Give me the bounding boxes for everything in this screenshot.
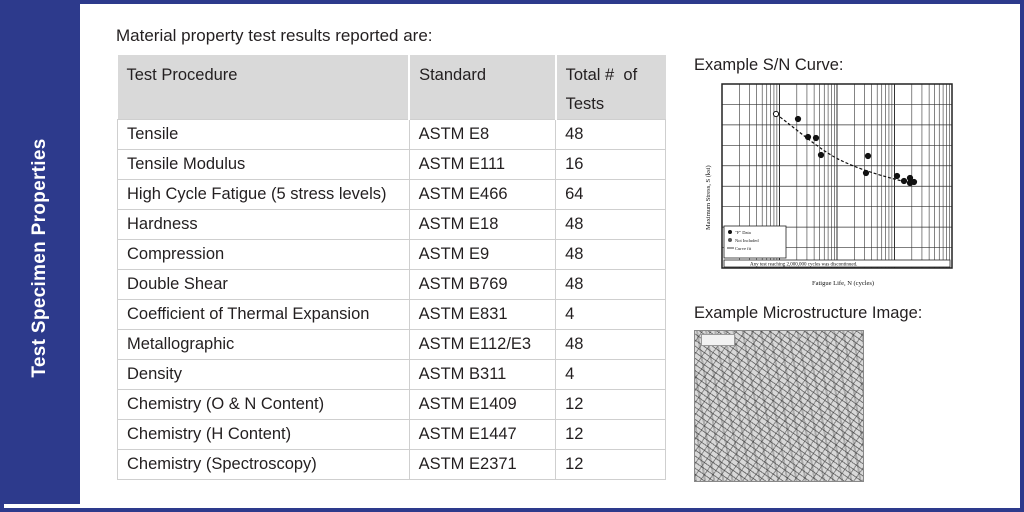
sn-legend-marker-data	[728, 230, 732, 234]
sn-curve-label: Example S/N Curve:	[694, 56, 844, 74]
cell-count: 4	[555, 299, 666, 330]
header-test-procedure: Test Procedure	[117, 55, 410, 120]
sn-data-point	[893, 172, 901, 180]
sn-data-point	[794, 115, 802, 123]
microstructure-label: Example Microstructure Image:	[694, 304, 923, 322]
cell-standard: ASTM E8	[408, 119, 556, 150]
cell-standard: ASTM E2371	[408, 449, 556, 480]
sn-plot-frame	[721, 83, 953, 269]
sn-note: Any test reaching 2,000,000 cycles was d…	[750, 263, 857, 268]
sn-legend-marker-excluded	[728, 238, 732, 242]
table-header-row: Test Procedure Standard Total # of Tests	[117, 55, 666, 120]
sn-xlabel: Fatigue Life, N (cycles)	[812, 280, 874, 287]
cell-standard: ASTM E111	[408, 149, 556, 180]
cell-standard: ASTM E1409	[408, 389, 556, 420]
cell-count: 48	[555, 119, 666, 150]
cell-count: 12	[555, 389, 666, 420]
sn-legend-data: "F" Data	[735, 230, 751, 235]
cell-standard: ASTM E466	[408, 179, 556, 210]
table-row: High Cycle Fatigue (5 stress levels) ASTM…	[117, 179, 666, 210]
cell-count: 64	[555, 179, 666, 210]
sn-curve-fit-line	[775, 113, 915, 185]
table-row: Chemistry (H Content) ASTM E1447 12	[117, 419, 666, 450]
table-row: Metallographic ASTM E112/E3 48	[117, 329, 666, 360]
sn-data-point	[772, 110, 780, 118]
cell-procedure: Compression	[117, 239, 410, 270]
sn-data-point	[862, 169, 870, 177]
table-row: Density ASTM B311 4	[117, 359, 666, 390]
sn-data-point	[900, 177, 908, 185]
cell-procedure: Hardness	[117, 209, 410, 240]
cell-procedure: Tensile	[117, 119, 410, 150]
cell-count: 4	[555, 359, 666, 390]
sn-data-point	[804, 133, 812, 141]
cell-procedure: Double Shear	[117, 269, 410, 300]
header-total-tests-label: Total # of Tests	[565, 66, 642, 113]
cell-count: 48	[555, 269, 666, 300]
cell-procedure: Coefficient of Thermal Expansion	[117, 299, 410, 330]
cell-standard: ASTM E9	[408, 239, 556, 270]
table-row: Tensile ASTM E8 48	[117, 119, 666, 150]
cell-count: 12	[555, 419, 666, 450]
sn-note-box	[723, 259, 951, 268]
cell-standard: ASTM E1447	[408, 419, 556, 450]
sn-legend-fit: Curve fit	[735, 246, 752, 251]
table-row: Compression ASTM E9 48	[117, 239, 666, 270]
cell-standard: ASTM E831	[408, 299, 556, 330]
sn-data-point	[864, 152, 872, 160]
sidebar: Test Specimen Properties	[0, 0, 80, 504]
header-total-tests: Total # of Tests	[554, 55, 666, 120]
sn-legend-excluded: Not Included	[735, 238, 759, 243]
cell-procedure: Chemistry (Spectroscopy)	[117, 449, 410, 480]
cell-procedure: Metallographic	[117, 329, 410, 360]
sn-data-point	[817, 151, 825, 159]
table-row: Hardness ASTM E18 48	[117, 209, 666, 240]
cell-count: 48	[555, 209, 666, 240]
sn-data-point	[910, 178, 918, 186]
cell-count: 12	[555, 449, 666, 480]
sn-legend-box	[723, 225, 787, 259]
cell-procedure: Chemistry (O & N Content)	[117, 389, 410, 420]
microstructure-scale-tag	[701, 334, 735, 346]
cell-standard: ASTM B311	[408, 359, 556, 390]
sn-legend: "F" Data Not Included Curve fit	[723, 225, 787, 259]
intro-text: Material property test results reported …	[116, 26, 433, 45]
cell-count: 48	[555, 329, 666, 360]
table-row: Chemistry (O & N Content) ASTM E1409 12	[117, 389, 666, 420]
cell-procedure: Tensile Modulus	[117, 149, 410, 180]
sn-ylabel: Maximum Stress, S (ksi)	[705, 165, 712, 230]
sn-data-point	[812, 134, 820, 142]
cell-procedure: Chemistry (H Content)	[117, 419, 410, 450]
table-row: Tensile Modulus ASTM E111 16	[117, 149, 666, 180]
cell-count: 16	[555, 149, 666, 180]
cell-standard: ASTM E18	[408, 209, 556, 240]
table-row: Coefficient of Thermal Expansion ASTM E83…	[117, 299, 666, 330]
sn-curve-figure: "F" Data Not Included Curve fit Any test…	[690, 80, 960, 290]
header-standard: Standard	[408, 55, 556, 120]
sn-curve-svg: "F" Data Not Included Curve fit Any test…	[705, 83, 953, 287]
cell-count: 48	[555, 239, 666, 270]
cell-procedure: High Cycle Fatigue (5 stress levels)	[117, 179, 410, 210]
microstructure-image	[694, 330, 864, 482]
sidebar-title: Test Specimen Properties	[29, 138, 50, 378]
sn-data-points	[772, 110, 918, 187]
cell-standard: ASTM E112/E3	[408, 329, 556, 360]
cell-standard: ASTM B769	[408, 269, 556, 300]
table-row: Double Shear ASTM B769 48	[117, 269, 666, 300]
table-row: Chemistry (Spectroscopy) ASTM E2371 12	[117, 449, 666, 480]
test-results-table: Test Procedure Standard Total # of Tests…	[117, 55, 666, 480]
cell-procedure: Density	[117, 359, 410, 390]
